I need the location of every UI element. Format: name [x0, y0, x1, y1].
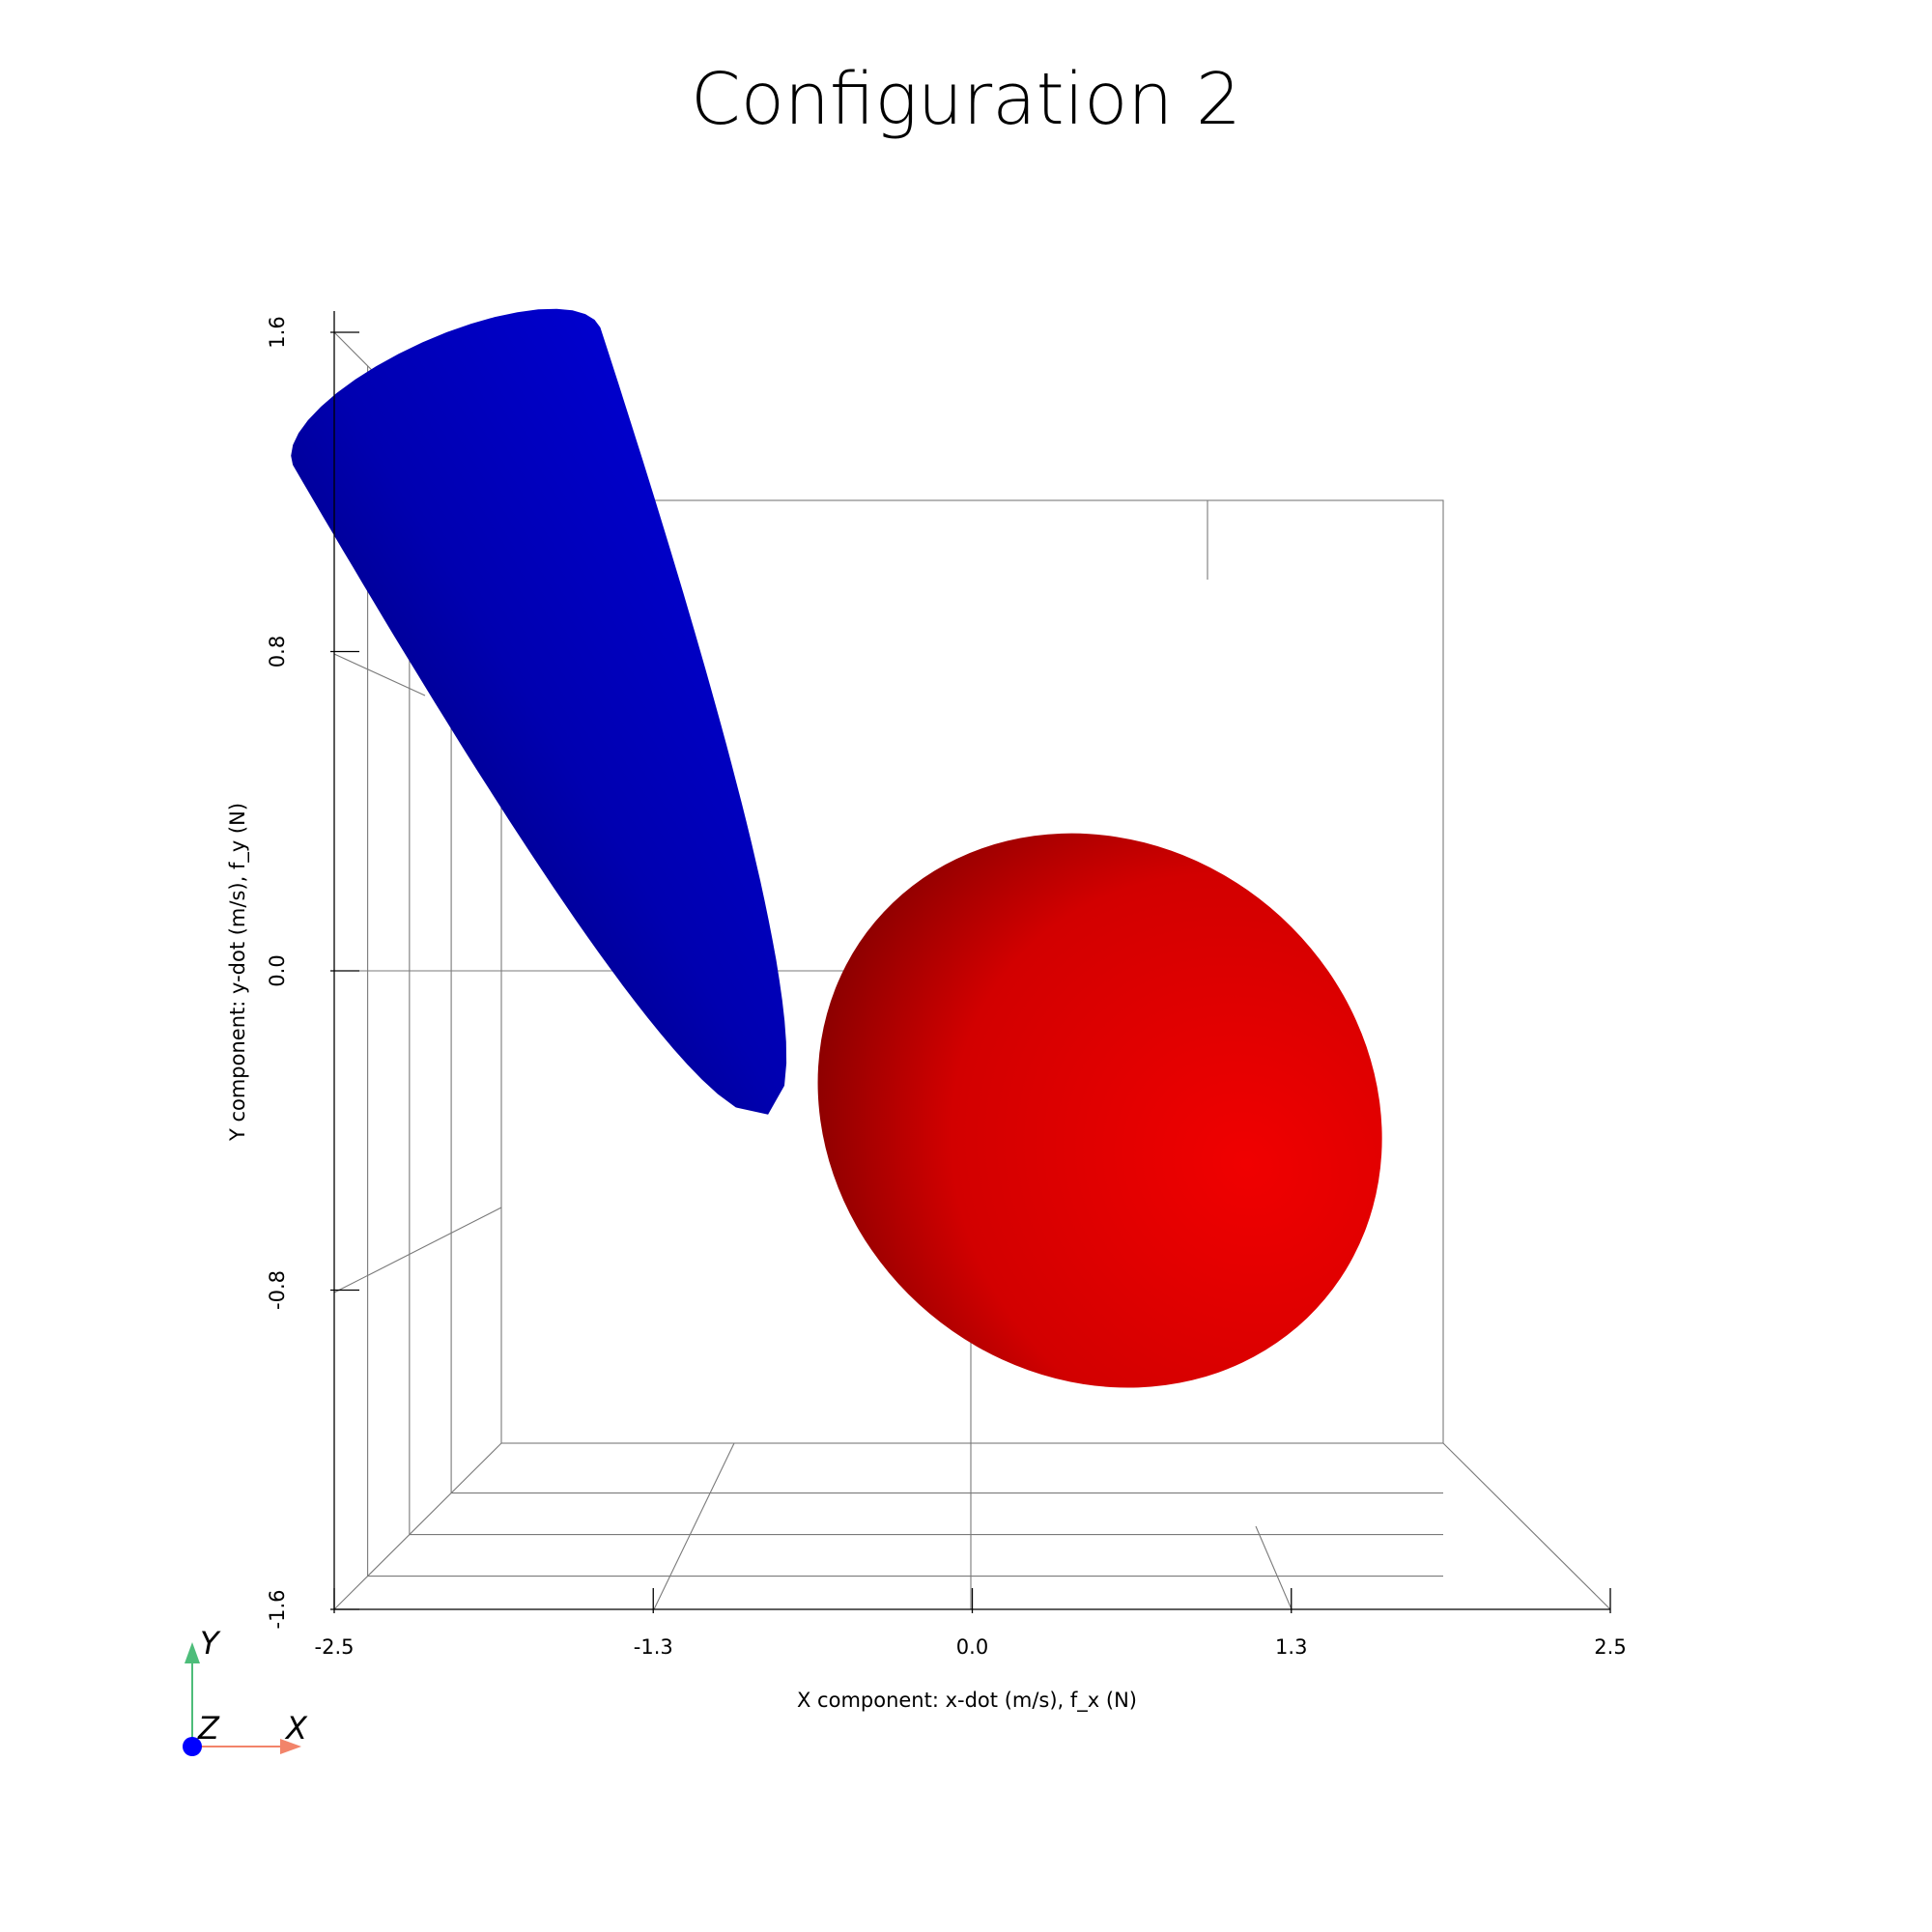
y-axis-title: Y component: y-dot (m/s), f_y (N)	[226, 803, 250, 1142]
triad-y-arrow-icon	[185, 1642, 200, 1663]
grid-line	[333, 653, 426, 696]
x-tick-label: -1.3	[634, 1635, 673, 1659]
grid-edge	[333, 1442, 502, 1610]
blue-ellipsoid	[291, 308, 787, 1115]
orientation-axes: Y Z X	[183, 1625, 308, 1756]
y-tick-labels: -1.6 -0.8 0.0 0.8 1.6	[266, 316, 359, 1629]
triad-z-label: Z	[197, 1710, 220, 1747]
grid-line	[333, 1207, 502, 1293]
y-tick-label: -1.6	[266, 1590, 289, 1630]
grid-back-face	[500, 499, 1444, 1444]
triad-z-axis-dot	[183, 1737, 202, 1756]
chart-title: Configuration 2	[691, 58, 1241, 141]
x-tick-label: 1.3	[1275, 1635, 1307, 1659]
grid-edge	[1442, 1442, 1611, 1610]
y-tick-label: -0.8	[266, 1270, 289, 1310]
x-tick-label: -2.5	[315, 1635, 355, 1659]
x-axis-title: X component: x-dot (m/s), f_x (N)	[797, 1689, 1137, 1713]
x-tick-labels: -2.5 -1.3 0.0 1.3 2.5	[315, 1588, 1627, 1659]
y-tick-label: 0.8	[266, 636, 289, 668]
triad-x-label: X	[284, 1710, 308, 1747]
y-tick-label: 0.0	[266, 954, 289, 986]
triad-x-arrow-icon	[280, 1739, 301, 1754]
red-ellipsoid	[817, 833, 1382, 1388]
triad-y-label: Y	[200, 1625, 221, 1662]
y-tick-label: 1.6	[266, 316, 289, 348]
data-surfaces	[291, 308, 1382, 1388]
grid-line	[653, 1442, 735, 1610]
x-tick-label: 2.5	[1594, 1635, 1626, 1659]
x-tick-label: 0.0	[956, 1635, 988, 1659]
grid-line	[1255, 1525, 1293, 1610]
